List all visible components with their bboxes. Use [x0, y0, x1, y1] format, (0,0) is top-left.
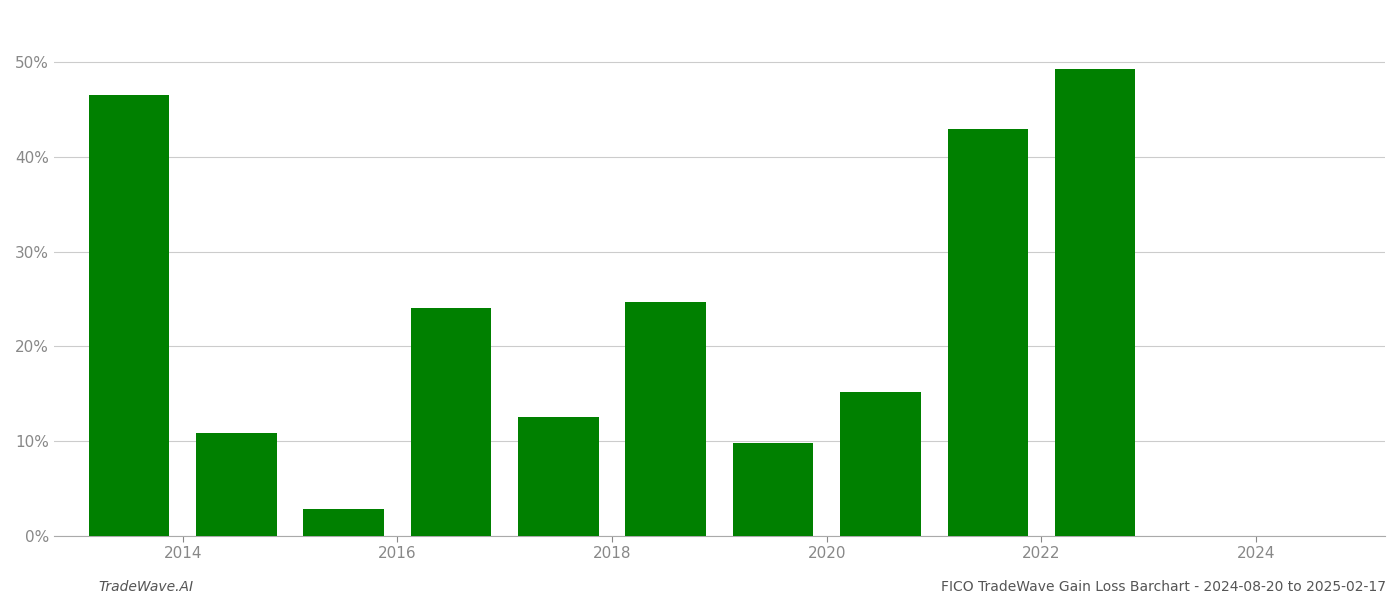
Bar [196, 433, 277, 536]
Bar [410, 308, 491, 536]
Bar [626, 302, 706, 536]
Text: FICO TradeWave Gain Loss Barchart - 2024-08-20 to 2025-02-17: FICO TradeWave Gain Loss Barchart - 2024… [941, 580, 1386, 594]
Bar [304, 509, 384, 536]
Bar [88, 95, 169, 536]
Bar [1054, 69, 1135, 536]
Bar [840, 392, 921, 536]
Bar [732, 443, 813, 536]
Bar [518, 417, 599, 536]
Text: TradeWave.AI: TradeWave.AI [98, 580, 193, 594]
Bar [948, 128, 1028, 536]
